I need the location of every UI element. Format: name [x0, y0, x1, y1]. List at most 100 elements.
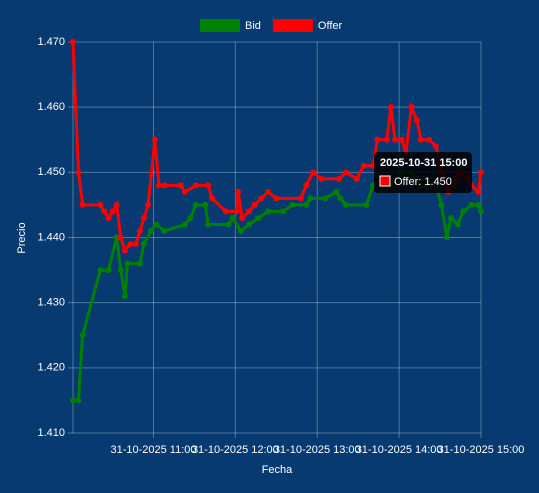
data-point: [273, 195, 280, 202]
data-point: [392, 136, 399, 143]
data-point: [258, 195, 265, 202]
x-axis-label: Fecha: [262, 464, 293, 476]
data-point: [447, 214, 454, 221]
data-point: [255, 214, 262, 221]
legend-swatch: [200, 19, 240, 32]
data-point: [153, 221, 160, 228]
data-point: [155, 182, 162, 189]
data-point: [79, 201, 86, 208]
legend-swatch: [272, 19, 313, 32]
data-point: [398, 136, 405, 143]
y-tick-label: 1.420: [37, 362, 65, 374]
data-point: [342, 201, 349, 208]
x-tick-label: 31-10-2025 11:00: [110, 444, 196, 456]
data-point: [161, 182, 168, 189]
data-point: [246, 208, 253, 215]
x-tick-label: 31-10-2025 15:00: [438, 444, 525, 456]
data-point: [475, 201, 482, 208]
data-point: [140, 241, 147, 248]
data-point: [353, 175, 360, 182]
data-point: [363, 201, 370, 208]
data-point: [342, 169, 349, 176]
data-point: [289, 201, 296, 208]
data-point: [75, 169, 82, 176]
data-point: [177, 182, 184, 189]
data-point: [333, 188, 340, 195]
data-point: [181, 221, 188, 228]
data-point: [297, 195, 304, 202]
data-point: [117, 267, 124, 274]
data-point: [181, 188, 188, 195]
data-point: [109, 208, 116, 215]
tooltip-body: Offer: 1.450: [394, 176, 452, 188]
data-point: [417, 136, 424, 143]
data-point: [79, 332, 86, 339]
tooltip-swatch: [379, 175, 391, 187]
data-point: [187, 214, 194, 221]
data-point: [360, 162, 367, 169]
data-point: [205, 182, 212, 189]
data-point: [117, 234, 124, 241]
data-point: [318, 175, 325, 182]
tooltip-box: [374, 152, 472, 193]
data-point: [280, 208, 287, 215]
data-point: [105, 267, 112, 274]
data-point: [225, 221, 232, 228]
data-point: [454, 221, 461, 228]
data-point: [101, 208, 108, 215]
data-point: [192, 201, 199, 208]
data-point: [70, 397, 76, 404]
data-point: [303, 201, 310, 208]
data-point: [127, 241, 134, 248]
data-point: [222, 208, 229, 215]
data-point: [121, 247, 128, 254]
data-point: [97, 267, 104, 274]
data-point: [374, 136, 381, 143]
data-point: [408, 104, 415, 111]
data-point: [192, 182, 199, 189]
data-point: [136, 260, 143, 267]
data-point: [322, 195, 329, 202]
data-point: [70, 39, 76, 45]
y-tick-label: 1.450: [37, 166, 65, 178]
data-point: [229, 214, 236, 221]
data-point: [145, 201, 152, 208]
data-point: [468, 201, 475, 208]
data-point: [475, 188, 482, 195]
data-point: [443, 234, 450, 241]
data-point: [147, 227, 154, 234]
data-point: [75, 397, 82, 404]
data-point: [205, 221, 212, 228]
data-point: [233, 208, 240, 215]
legend-label: Bid: [245, 20, 261, 32]
legend: Bid Offer: [200, 19, 342, 32]
data-point: [209, 195, 216, 202]
data-point: [246, 221, 253, 228]
y-tick-label: 1.430: [37, 297, 65, 309]
data-point: [136, 227, 143, 234]
data-point: [310, 169, 317, 176]
data-point: [383, 136, 390, 143]
y-tick-label: 1.470: [37, 36, 65, 48]
data-point: [239, 214, 246, 221]
data-point: [438, 201, 445, 208]
data-point: [336, 175, 343, 182]
data-point: [337, 195, 344, 202]
legend-label: Offer: [318, 20, 343, 32]
data-point: [202, 201, 209, 208]
data-point: [140, 214, 147, 221]
data-point: [265, 208, 272, 215]
data-point: [113, 201, 120, 208]
data-point: [413, 117, 420, 124]
data-point: [161, 227, 168, 234]
data-point: [105, 214, 112, 221]
y-tick-label: 1.410: [37, 427, 65, 439]
data-point: [432, 143, 439, 150]
data-point: [151, 136, 158, 143]
data-point: [307, 195, 314, 202]
y-tick-label: 1.440: [37, 231, 65, 243]
data-point: [251, 201, 258, 208]
data-point: [478, 169, 484, 176]
